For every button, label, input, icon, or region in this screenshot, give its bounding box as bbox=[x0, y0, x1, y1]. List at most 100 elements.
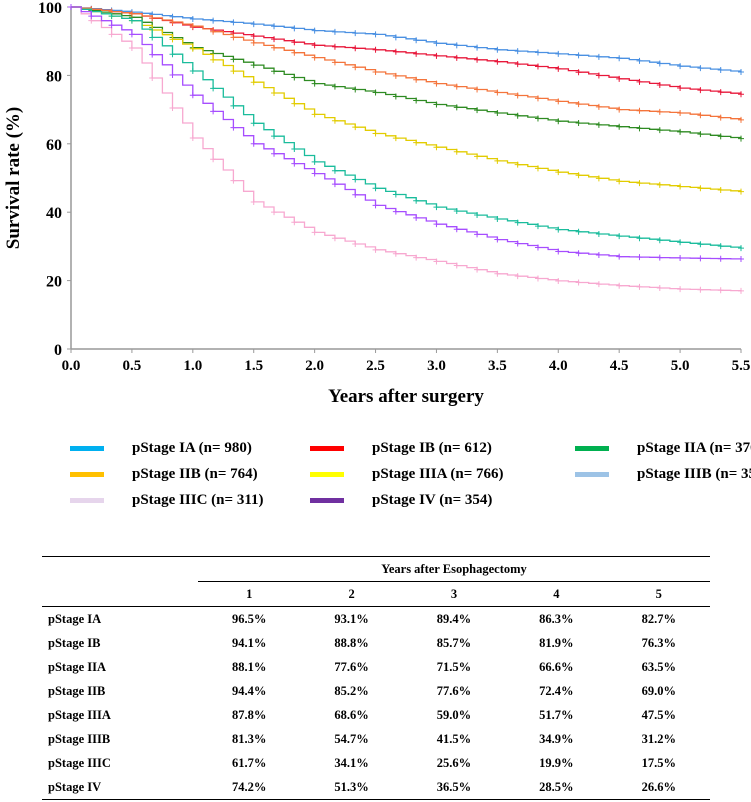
censor-mark bbox=[372, 89, 379, 96]
table-cell: 66.6% bbox=[539, 659, 574, 674]
censor-mark bbox=[717, 133, 724, 140]
table-cell: 28.5% bbox=[539, 779, 574, 794]
table-cell: 26.6% bbox=[641, 779, 676, 794]
table-cell: 54.7% bbox=[334, 731, 369, 746]
censor-mark bbox=[616, 282, 623, 289]
censor-mark bbox=[108, 13, 115, 20]
censor-mark bbox=[494, 216, 501, 223]
legend-item: pStage IIA (n= 376) bbox=[575, 440, 751, 457]
censor-mark bbox=[291, 160, 298, 167]
censor-mark bbox=[555, 169, 562, 176]
censor-mark bbox=[595, 121, 602, 128]
censor-mark bbox=[453, 226, 460, 233]
censor-mark bbox=[331, 117, 338, 124]
legend-swatch bbox=[575, 446, 609, 451]
censor-mark bbox=[331, 43, 338, 50]
censor-mark bbox=[189, 45, 196, 52]
censor-mark bbox=[514, 240, 521, 247]
censor-mark bbox=[291, 100, 298, 107]
censor-mark bbox=[595, 251, 602, 258]
censor-mark bbox=[169, 19, 176, 26]
legend-swatch bbox=[310, 498, 344, 503]
survival-table: Years after Esophagectomy 1 2 3 4 5 pStage I… bbox=[42, 556, 710, 800]
table-cell: 25.6% bbox=[436, 755, 472, 770]
censor-mark bbox=[656, 108, 663, 115]
censor-mark bbox=[697, 185, 704, 192]
column-header: 4 bbox=[553, 586, 560, 601]
censor-mark bbox=[331, 28, 338, 35]
column-header: 2 bbox=[348, 586, 355, 601]
censor-mark bbox=[534, 275, 541, 282]
censor-mark bbox=[108, 22, 115, 29]
censor-mark bbox=[616, 75, 623, 82]
column-header: 5 bbox=[655, 586, 662, 601]
legend-item: pStage IIIA (n= 766) bbox=[310, 466, 503, 483]
censor-mark bbox=[413, 139, 420, 146]
legend-swatch bbox=[310, 472, 344, 477]
table-cell: 36.5% bbox=[436, 779, 472, 794]
censor-mark bbox=[291, 146, 298, 153]
censor-mark bbox=[474, 231, 481, 238]
censor-mark bbox=[656, 60, 663, 67]
series-5 bbox=[68, 4, 744, 252]
censor-mark bbox=[230, 19, 237, 26]
table-cell: 34.9% bbox=[539, 731, 574, 746]
censor-mark bbox=[656, 181, 663, 188]
series-line bbox=[71, 6, 742, 95]
censor-mark bbox=[738, 116, 744, 123]
x-tick-label: 4.5 bbox=[610, 358, 629, 374]
censor-mark bbox=[291, 25, 298, 32]
table-cell: 63.5% bbox=[641, 659, 676, 674]
table-cell: 17.5% bbox=[641, 755, 676, 770]
censor-mark bbox=[514, 61, 521, 68]
censor-mark bbox=[433, 40, 440, 47]
legend-item: pStage IA (n= 980) bbox=[70, 440, 252, 457]
censor-mark bbox=[656, 127, 663, 134]
censor-mark bbox=[595, 72, 602, 79]
y-tick-label: 100 bbox=[38, 0, 62, 17]
legend-label: pStage IA (n= 980) bbox=[132, 440, 252, 456]
censor-mark bbox=[738, 256, 744, 263]
table-row: pStage IIA 88.1% 77.6% 71.5% 66.6% 63.5% bbox=[42, 655, 710, 679]
censor-mark bbox=[595, 281, 602, 288]
y-tick-label: 20 bbox=[46, 274, 62, 291]
censor-mark bbox=[697, 131, 704, 138]
censor-mark bbox=[453, 54, 460, 61]
censor-mark bbox=[271, 209, 278, 216]
censor-mark bbox=[616, 178, 623, 185]
censor-mark bbox=[210, 28, 217, 35]
censor-mark bbox=[697, 65, 704, 72]
x-tick-label: 5.0 bbox=[671, 358, 690, 374]
censor-mark bbox=[250, 62, 257, 69]
x-tick-label: 0.5 bbox=[123, 358, 142, 374]
censor-mark bbox=[230, 102, 237, 109]
censor-mark bbox=[392, 72, 399, 79]
censor-mark bbox=[331, 59, 338, 66]
censor-mark bbox=[149, 34, 156, 41]
censor-mark bbox=[189, 92, 196, 99]
censor-mark bbox=[413, 214, 420, 221]
censor-mark bbox=[534, 165, 541, 172]
censor-mark bbox=[413, 37, 420, 44]
censor-mark bbox=[514, 112, 521, 119]
censor-mark bbox=[230, 68, 237, 75]
censor-mark bbox=[575, 250, 582, 257]
censor-mark bbox=[210, 108, 217, 115]
censor-mark bbox=[474, 86, 481, 93]
survival-chart: 0.0 0.5 1.0 1.5 2.0 2.5 3.0 3.5 4.0 4.5 5.0 5.5 0 20 4… bbox=[3, 0, 750, 407]
censor-mark bbox=[311, 42, 318, 49]
legend-swatch bbox=[310, 446, 344, 451]
table-cell: 51.3% bbox=[334, 779, 369, 794]
column-header: 1 bbox=[246, 586, 253, 601]
censor-mark bbox=[352, 64, 359, 71]
row-label: pStage IIIC bbox=[48, 755, 111, 770]
censor-mark bbox=[291, 74, 298, 81]
x-tick-label: 1.0 bbox=[183, 358, 202, 374]
y-tick-label: 40 bbox=[46, 205, 62, 222]
censor-mark bbox=[250, 21, 257, 28]
series-line bbox=[71, 6, 742, 249]
series-3 bbox=[68, 4, 744, 123]
legend-item: pStage IIIC (n= 311) bbox=[70, 492, 263, 509]
series-7 bbox=[68, 4, 744, 263]
censor-mark bbox=[413, 76, 420, 83]
